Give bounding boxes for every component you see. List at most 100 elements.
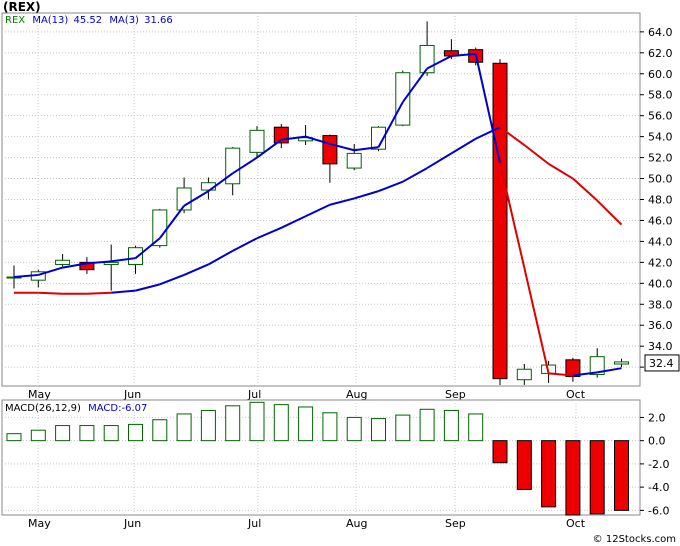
ma3-line-segment	[548, 163, 574, 180]
candle-body-up	[516, 368, 532, 381]
candle-body-down	[322, 135, 338, 165]
ma3-line-segment	[183, 263, 209, 276]
macd-y-tick-label: -4.0	[648, 481, 669, 494]
macd-bar-positive	[468, 413, 484, 442]
macd-bar-negative	[589, 440, 605, 515]
ma13-line-segment	[426, 55, 452, 70]
macd-y-tick-label: -6.0	[648, 504, 669, 517]
ma13-line-segment	[401, 67, 428, 103]
price-y-tick-label: 58.0	[648, 89, 673, 102]
ma13-line-segment	[305, 135, 331, 145]
legend-ma13-label: MA(13)	[32, 15, 69, 26]
price-x-tick-label: Aug	[346, 388, 367, 401]
ma13-line-segment	[281, 135, 306, 141]
ma13-line-segment	[13, 273, 39, 279]
price-y-tick-label: 60.0	[648, 68, 673, 81]
macd-bar-positive	[419, 408, 435, 442]
ma3-line-segment	[207, 249, 234, 266]
macd-y-tick-label: 0.0	[648, 435, 666, 448]
ma3-line-segment	[426, 152, 452, 169]
price-y-tick-label: 42.0	[648, 256, 673, 269]
credit-text: © 12Stocks.com	[592, 534, 676, 545]
legend-ma13-value: 45.52	[73, 15, 103, 26]
ma13-line-segment	[354, 146, 379, 152]
legend-ma3-label: MA(3)	[109, 15, 139, 26]
macd-x-tick-label: Jun	[123, 517, 141, 530]
ma3-line-segment	[475, 126, 501, 140]
last-price-label: 32.4	[649, 357, 674, 370]
candle-body-down	[79, 261, 95, 271]
price-y-tick-label: 46.0	[648, 214, 673, 227]
macd-bar-positive	[200, 409, 216, 442]
price-x-tick-label: Oct	[566, 388, 586, 401]
candle-body-up	[614, 361, 629, 365]
candle-body-down	[492, 62, 508, 380]
macd-y-tick-label: 2.0	[648, 411, 666, 424]
macd-bar-positive	[128, 423, 143, 442]
ma3-line-segment	[353, 190, 379, 200]
candle-body-up	[395, 72, 411, 126]
ma13-line-segment	[111, 257, 136, 263]
ma3-line-segment	[450, 137, 477, 155]
macd-bar-positive	[103, 425, 119, 442]
ma3-line-segment	[499, 126, 525, 146]
macd-bar-positive	[395, 414, 411, 442]
macd-panel-frame	[1, 399, 641, 516]
legend-ma3-value: 31.66	[144, 15, 173, 26]
price-x-tick-label: Sep	[445, 388, 466, 401]
price-x-tick-label: Jun	[123, 388, 141, 401]
ma13-line-segment	[548, 372, 573, 377]
macd-bar-negative	[565, 440, 581, 516]
ma3-line-segment	[135, 283, 161, 292]
macd-bar-positive	[176, 413, 192, 442]
macd-bar-positive	[371, 418, 386, 442]
ma13-line-segment	[207, 172, 234, 192]
ma13-line-segment	[134, 237, 161, 259]
macd-y-tick-label: -2.0	[648, 458, 669, 471]
ma3-line-segment	[38, 291, 63, 295]
price-legend: REX MA(13) 45.52 MA(3) 31.66	[5, 15, 177, 26]
macd-bar-positive	[443, 409, 459, 442]
ma3-line-segment	[596, 199, 623, 226]
ma13-line-segment	[377, 101, 404, 148]
macd-x-tick-label: Oct	[566, 517, 586, 530]
ma3-line-segment	[159, 274, 185, 286]
price-y-tick-label: 40.0	[648, 277, 673, 290]
macd-bar-positive	[249, 401, 265, 442]
price-y-tick-label: 34.0	[648, 340, 673, 353]
ma13-line-segment	[183, 190, 209, 207]
price-y-tick-label: 50.0	[648, 173, 673, 186]
macd-bar-positive	[225, 405, 241, 442]
ma13-line-segment	[256, 138, 282, 159]
last-price-box-frame	[644, 354, 680, 372]
macd-x-tick-label: Sep	[445, 517, 466, 530]
macd-bar-positive	[6, 433, 22, 442]
macd-legend: MACD(26,12,9) MACD:-6.07	[5, 403, 147, 414]
chart-title: (REX)	[3, 0, 41, 14]
ma3-line-segment	[280, 215, 307, 229]
ma3-line-segment	[111, 289, 136, 294]
ma13-line-segment	[38, 266, 63, 276]
macd-legend-label: MACD(26,12,9)	[5, 403, 81, 414]
macd-x-tick-label: May	[28, 517, 51, 530]
ma3-line-segment	[572, 177, 598, 202]
macd-bar-negative	[614, 440, 629, 511]
price-x-tick-label: Jul	[247, 388, 261, 401]
ma3-line-segment	[402, 167, 428, 183]
macd-bar-negative	[516, 440, 532, 490]
ma13-line-segment	[451, 52, 476, 57]
ma3-line-segment	[256, 226, 282, 240]
macd-bar-negative	[541, 440, 557, 508]
macd-bar-positive	[152, 419, 168, 442]
ma3-line-segment	[378, 180, 404, 193]
candle-body-up	[371, 126, 386, 150]
price-y-tick-label: 36.0	[648, 319, 673, 332]
price-x-tick-label: May	[28, 388, 51, 401]
candle-body-up	[589, 356, 605, 375]
candle-body-up	[249, 129, 265, 153]
price-y-tick-label: 52.0	[648, 152, 673, 165]
ma13-line-segment	[62, 262, 88, 269]
ma13-line-segment	[597, 367, 622, 374]
